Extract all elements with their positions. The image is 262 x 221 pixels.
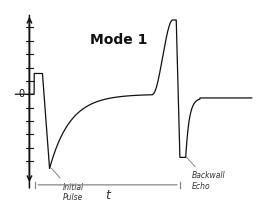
Text: Backwall
Echo: Backwall Echo: [186, 157, 225, 191]
Text: t: t: [105, 189, 110, 202]
Text: Mode 1: Mode 1: [90, 33, 148, 47]
Text: 0: 0: [18, 89, 24, 99]
Text: Initial
Pulse: Initial Pulse: [51, 168, 84, 202]
